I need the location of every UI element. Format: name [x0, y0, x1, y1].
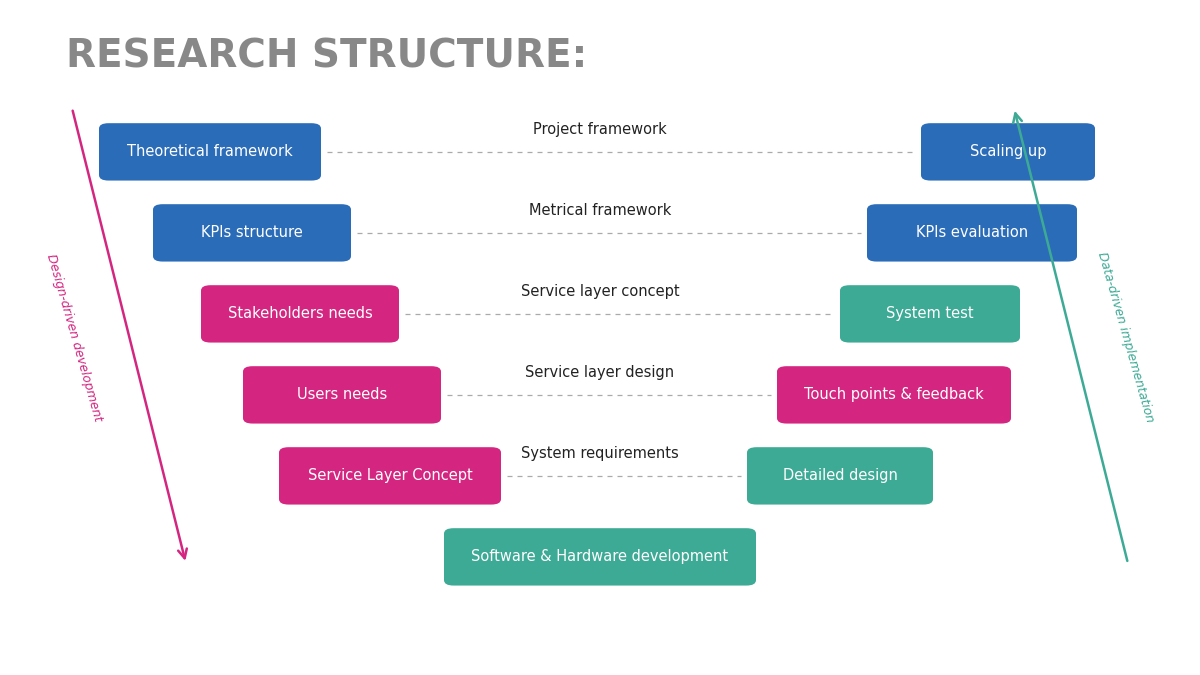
Text: Service layer design: Service layer design	[526, 365, 674, 380]
FancyBboxPatch shape	[242, 366, 442, 424]
Text: Data-driven implementation: Data-driven implementation	[1096, 251, 1156, 424]
Text: Scaling up: Scaling up	[970, 144, 1046, 159]
Text: KPIs structure: KPIs structure	[202, 225, 302, 240]
Text: Design-driven development: Design-driven development	[44, 252, 104, 423]
Text: Users needs: Users needs	[296, 387, 388, 402]
Text: Stakeholders needs: Stakeholders needs	[228, 306, 372, 321]
Text: Metrical framework: Metrical framework	[529, 203, 671, 218]
FancyBboxPatch shape	[98, 123, 320, 181]
Text: Touch points & feedback: Touch points & feedback	[804, 387, 984, 402]
Text: System requirements: System requirements	[521, 446, 679, 461]
FancyBboxPatch shape	[922, 123, 1096, 181]
Text: Detailed design: Detailed design	[782, 468, 898, 483]
Text: Service Layer Concept: Service Layer Concept	[307, 468, 473, 483]
FancyBboxPatch shape	[444, 529, 756, 586]
Text: System test: System test	[886, 306, 974, 321]
FancyBboxPatch shape	[778, 366, 1010, 424]
FancyBboxPatch shape	[840, 285, 1020, 342]
Text: Project framework: Project framework	[533, 122, 667, 137]
Text: Software & Hardware development: Software & Hardware development	[472, 549, 728, 564]
FancyBboxPatch shape	[154, 204, 352, 261]
Text: Theoretical framework: Theoretical framework	[127, 144, 293, 159]
FancyBboxPatch shape	[866, 204, 1078, 261]
FancyBboxPatch shape	[200, 285, 398, 342]
FancyBboxPatch shape	[278, 447, 502, 505]
Text: RESEARCH STRUCTURE:: RESEARCH STRUCTURE:	[66, 37, 587, 75]
Text: KPIs evaluation: KPIs evaluation	[916, 225, 1028, 240]
Text: Service layer concept: Service layer concept	[521, 284, 679, 299]
FancyBboxPatch shape	[746, 447, 934, 505]
